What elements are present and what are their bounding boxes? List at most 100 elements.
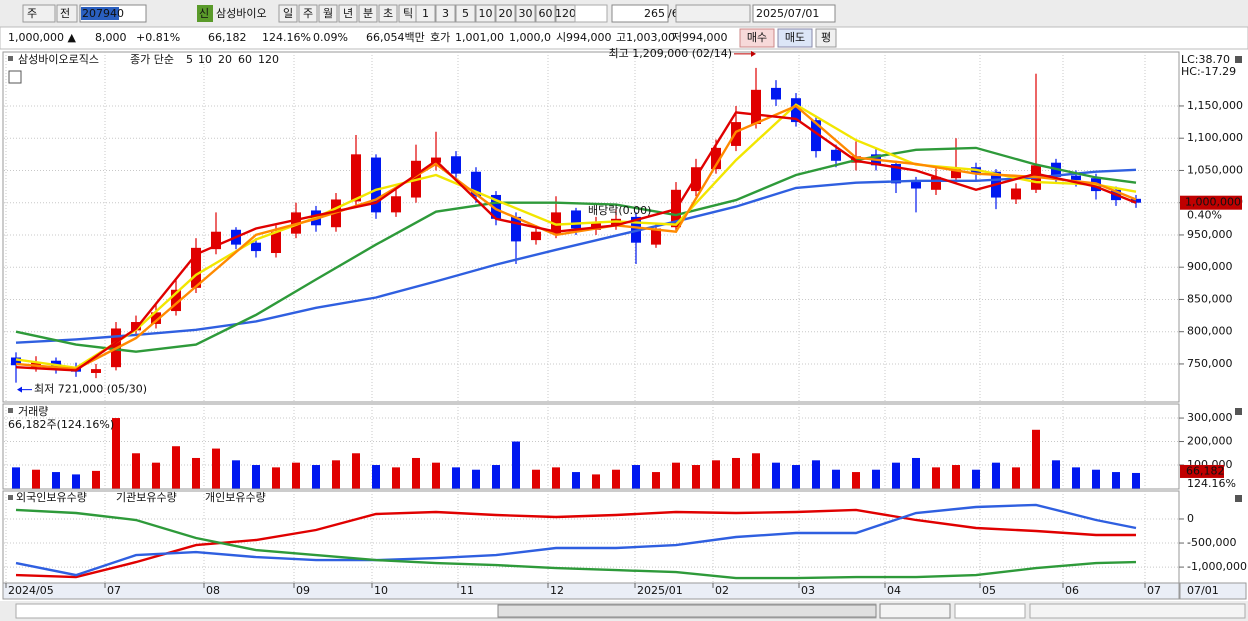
volume-bar bbox=[992, 462, 1000, 489]
volume-bar bbox=[1072, 467, 1080, 489]
candle-body bbox=[571, 210, 581, 229]
interval-button[interactable] bbox=[435, 4, 456, 23]
period-button[interactable] bbox=[358, 4, 378, 23]
ma-legend-entry: 60 bbox=[238, 53, 252, 66]
interval-button[interactable] bbox=[495, 4, 516, 23]
holdings-line bbox=[15, 508, 1137, 580]
interval-label[interactable]: 5 bbox=[462, 7, 469, 20]
zoom-slider[interactable] bbox=[954, 603, 1026, 619]
period-label[interactable]: 틱 bbox=[403, 7, 413, 20]
interval-button[interactable] bbox=[455, 4, 476, 23]
interval-button[interactable] bbox=[415, 4, 436, 23]
sell-label[interactable]: 매도 bbox=[785, 31, 805, 44]
volume-bar bbox=[52, 472, 60, 489]
volume-bar bbox=[1092, 469, 1100, 489]
interval-label[interactable]: 120 bbox=[555, 7, 576, 20]
buy-label[interactable]: 매수 bbox=[747, 31, 767, 44]
interval-label[interactable]: 10 bbox=[479, 7, 493, 20]
candle-body bbox=[511, 216, 521, 242]
candle-body bbox=[151, 312, 161, 324]
x-tick-label: 07 bbox=[1147, 584, 1161, 597]
scroll-thumb[interactable] bbox=[497, 604, 877, 618]
volume-bar bbox=[292, 462, 300, 489]
candle-body bbox=[451, 156, 461, 174]
period-button[interactable] bbox=[318, 4, 338, 23]
period-label[interactable]: 월 bbox=[323, 7, 333, 20]
buy-button[interactable] bbox=[739, 28, 775, 48]
candle-body bbox=[211, 231, 221, 250]
volume-bar bbox=[12, 467, 20, 489]
volume-bar bbox=[972, 469, 980, 489]
period-button[interactable] bbox=[378, 4, 398, 23]
volume-bar bbox=[172, 446, 180, 489]
interval-dropdown[interactable] bbox=[574, 4, 608, 23]
sell-button[interactable] bbox=[777, 28, 813, 48]
volume-bar bbox=[912, 457, 920, 489]
candle-body bbox=[271, 231, 281, 254]
interval-label[interactable]: 30 bbox=[519, 7, 533, 20]
hc-label: HC:-17.29 bbox=[1181, 65, 1236, 78]
volume-bar bbox=[812, 460, 820, 489]
interval-button[interactable] bbox=[475, 4, 496, 23]
volume-bar bbox=[32, 469, 40, 489]
avg-button[interactable] bbox=[815, 28, 837, 48]
count-box[interactable] bbox=[611, 4, 669, 23]
new-badge-box[interactable] bbox=[197, 5, 213, 22]
volume-bar bbox=[272, 467, 280, 489]
interval-label[interactable]: 3 bbox=[442, 7, 449, 20]
volume-last-box bbox=[1180, 464, 1224, 478]
volume-bar bbox=[432, 462, 440, 489]
tool-icons[interactable] bbox=[1029, 603, 1246, 619]
period-label[interactable]: 일 bbox=[283, 6, 293, 20]
volume-bar bbox=[252, 465, 260, 489]
candle-body bbox=[771, 87, 781, 100]
date-box[interactable] bbox=[752, 4, 836, 23]
cursor-date-box bbox=[1179, 582, 1247, 600]
period-button[interactable] bbox=[278, 4, 298, 23]
grid-toggle-icon[interactable] bbox=[8, 70, 22, 84]
avg-label[interactable]: 평 bbox=[821, 31, 831, 44]
volume-bar bbox=[392, 467, 400, 489]
ma-legend-entry: 20 bbox=[218, 53, 232, 66]
stock-code[interactable]: 207940 bbox=[82, 7, 124, 20]
candle-body bbox=[371, 157, 381, 213]
stock-name[interactable]: 삼성바이오 bbox=[216, 7, 267, 20]
period-label[interactable]: 분 bbox=[363, 7, 373, 20]
prev-box[interactable] bbox=[56, 4, 78, 23]
interval-label[interactable]: 60 bbox=[539, 7, 553, 20]
period-type[interactable]: 주 bbox=[27, 7, 37, 20]
panel-close[interactable] bbox=[1235, 495, 1242, 502]
volume-bar bbox=[212, 448, 220, 489]
period-type-box[interactable] bbox=[22, 4, 56, 23]
y-tick-label: 1,050,000 bbox=[1187, 163, 1243, 176]
count[interactable]: 265 bbox=[644, 7, 665, 20]
new-badge[interactable]: 신 bbox=[199, 7, 209, 20]
y-tick-label: -1,000,000 bbox=[1187, 560, 1247, 573]
panel-close[interactable] bbox=[1235, 408, 1242, 415]
interval-label[interactable]: 1 bbox=[422, 7, 429, 20]
ma-legend-label: 종가 단순 bbox=[130, 53, 174, 66]
period-label[interactable]: 초 bbox=[383, 7, 393, 20]
volume-bar bbox=[652, 472, 660, 489]
interval-button[interactable] bbox=[515, 4, 536, 23]
playback-buttons[interactable] bbox=[879, 603, 951, 619]
current-price-label: 1,000,000 bbox=[1185, 196, 1241, 209]
prev[interactable]: 전 bbox=[60, 7, 70, 20]
y-tick-label: 300,000 bbox=[1187, 411, 1233, 424]
panel-close[interactable] bbox=[1235, 56, 1242, 63]
period-button[interactable] bbox=[298, 4, 318, 23]
period-button[interactable] bbox=[338, 4, 358, 23]
period-label[interactable]: 년 bbox=[343, 7, 353, 20]
interval-label[interactable]: 20 bbox=[499, 7, 513, 20]
candle-body bbox=[791, 98, 801, 123]
high-arrow-head bbox=[751, 50, 756, 57]
current-pct-label: 0.40% bbox=[1187, 209, 1222, 222]
panel-marker bbox=[8, 408, 13, 413]
tool-icons[interactable] bbox=[675, 4, 751, 23]
volume-bar bbox=[612, 469, 620, 489]
date[interactable]: 2025/07/01 bbox=[756, 7, 819, 20]
interval-button[interactable] bbox=[535, 4, 556, 23]
period-label[interactable]: 주 bbox=[303, 7, 313, 20]
